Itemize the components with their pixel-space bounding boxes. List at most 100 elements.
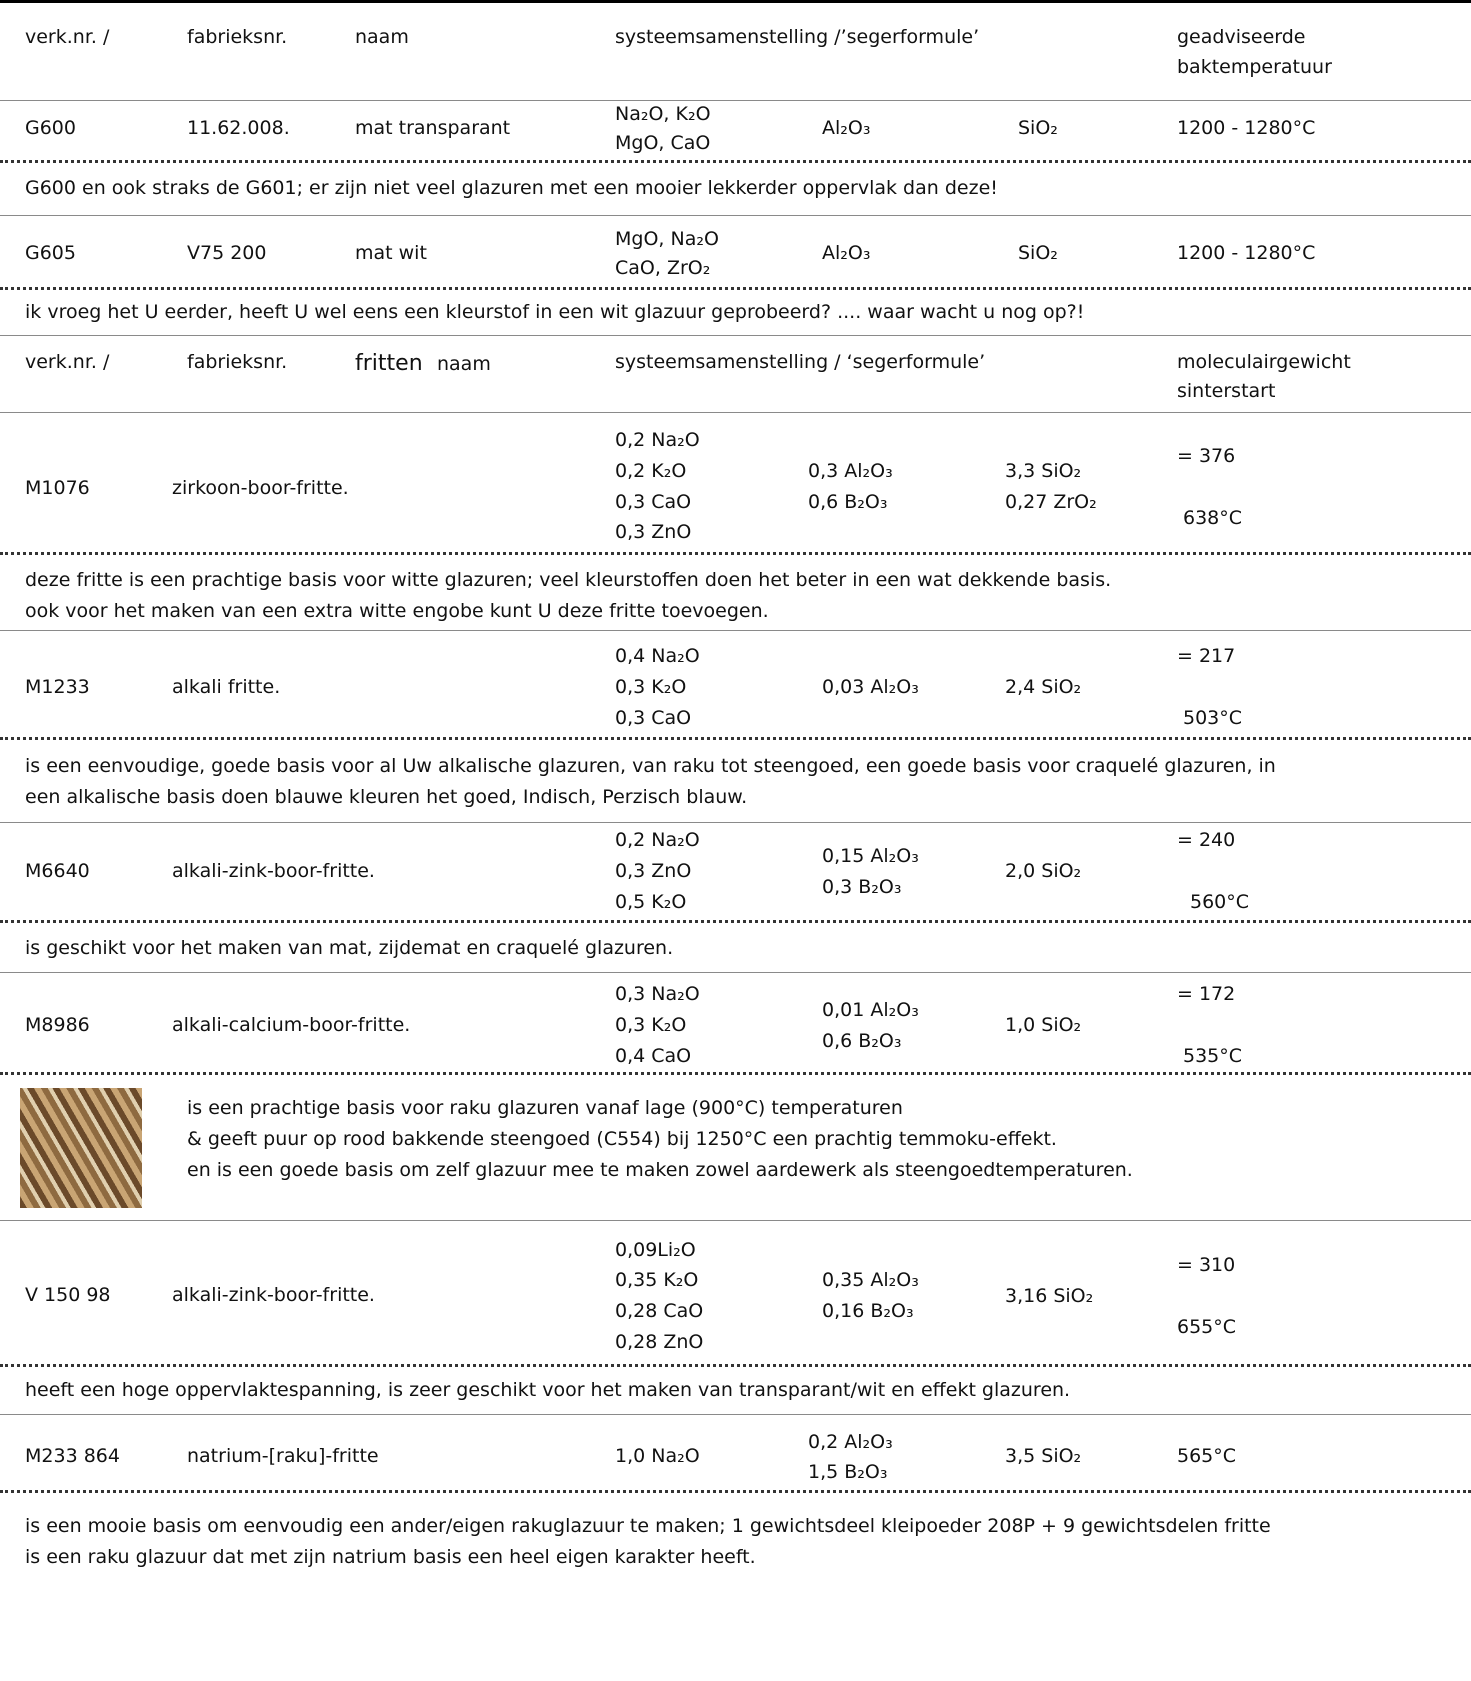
dotted-rule xyxy=(0,1490,1471,1493)
temperature: 1200 - 1280°C xyxy=(1177,242,1316,264)
formula: 3,5 SiO₂ xyxy=(1005,1445,1082,1467)
dotted-rule xyxy=(0,920,1471,923)
row-rule xyxy=(0,822,1471,823)
header-cell: naam xyxy=(437,353,491,375)
name: zirkoon-boor-fritte. xyxy=(172,477,349,499)
comment: is een raku glazuur dat met zijn natrium… xyxy=(25,1546,756,1568)
formula: 0,3 CaO xyxy=(615,491,692,513)
header-cell: sinterstart xyxy=(1177,380,1276,402)
comment: is geschikt voor het maken van mat, zijd… xyxy=(25,937,674,959)
row-rule xyxy=(0,1414,1471,1415)
formula: MgO, Na₂O xyxy=(615,228,719,250)
formula: 0,3 ZnO xyxy=(615,521,692,543)
molecular-weight: = 376 xyxy=(1177,445,1236,467)
row-rule xyxy=(0,215,1471,216)
header-cell: fritten xyxy=(355,351,423,376)
comment: is een eenvoudige, goede basis voor al U… xyxy=(25,755,1276,777)
molecular-weight: = 240 xyxy=(1177,829,1236,851)
name: natrium-[raku]-fritte xyxy=(187,1445,379,1467)
comment: is een mooie basis om eenvoudig een ande… xyxy=(25,1515,1271,1537)
formula: 0,09Li₂O xyxy=(615,1239,696,1261)
header-cell: fabrieksnr. xyxy=(187,26,288,48)
sinter-start: 655°C xyxy=(1177,1316,1237,1338)
code: G605 xyxy=(25,242,76,264)
header-cell: verk.nr. / xyxy=(25,26,110,48)
header-cell: systeemsamenstelling / ‘segerformule’ xyxy=(615,351,986,373)
formula: 0,27 ZrO₂ xyxy=(1005,491,1097,513)
formula: Al₂O₃ xyxy=(822,242,871,264)
name: alkali-zink-boor-fritte. xyxy=(172,1284,375,1306)
formula: 0,15 Al₂O₃ xyxy=(822,845,919,867)
formula: Na₂O, K₂O xyxy=(615,103,711,125)
formula: 0,2 K₂O xyxy=(615,460,687,482)
comment: & geeft puur op rood bakkende steengoed … xyxy=(187,1128,1057,1150)
name: alkali fritte. xyxy=(172,676,281,698)
formula: MgO, CaO xyxy=(615,132,711,154)
name: mat transparant xyxy=(355,117,511,139)
formula: 0,16 B₂O₃ xyxy=(822,1300,914,1322)
formula: 0,28 ZnO xyxy=(615,1331,704,1353)
dotted-rule xyxy=(0,1364,1471,1367)
header-cell: geadviseerde xyxy=(1177,26,1306,48)
formula: 1,0 Na₂O xyxy=(615,1445,700,1467)
formula: 0,2 Na₂O xyxy=(615,829,700,851)
row-rule xyxy=(0,100,1471,101)
formula: SiO₂ xyxy=(1018,117,1058,139)
formula: 0,35 Al₂O₃ xyxy=(822,1269,919,1291)
factory-no: 11.62.008. xyxy=(187,117,290,139)
header-cell: fabrieksnr. xyxy=(187,351,288,373)
row-rule xyxy=(0,630,1471,631)
dotted-rule xyxy=(0,552,1471,555)
code: M1233 xyxy=(25,676,90,698)
molecular-weight: = 172 xyxy=(1177,983,1236,1005)
name: alkali-zink-boor-fritte. xyxy=(172,860,375,882)
formula: 3,3 SiO₂ xyxy=(1005,460,1082,482)
formula: 0,6 B₂O₃ xyxy=(822,1030,902,1052)
comment: is een prachtige basis voor raku glazure… xyxy=(187,1097,903,1119)
top-rule xyxy=(0,0,1471,3)
formula: 0,3 Na₂O xyxy=(615,983,700,1005)
formula: 0,2 Na₂O xyxy=(615,429,700,451)
formula: 0,3 CaO xyxy=(615,707,692,729)
code: M8986 xyxy=(25,1014,90,1036)
formula: 1,5 B₂O₃ xyxy=(808,1461,888,1483)
formula: 0,5 K₂O xyxy=(615,891,687,913)
name: mat wit xyxy=(355,242,427,264)
comment: heeft een hoge oppervlaktespanning, is z… xyxy=(25,1379,1071,1401)
dotted-rule xyxy=(0,287,1471,290)
header-cell: verk.nr. / xyxy=(25,351,110,373)
name: alkali-calcium-boor-fritte. xyxy=(172,1014,411,1036)
molecular-weight: = 310 xyxy=(1177,1254,1236,1276)
formula: CaO, ZrO₂ xyxy=(615,257,711,279)
dotted-rule xyxy=(0,1072,1471,1075)
sinter-start: 503°C xyxy=(1183,707,1243,729)
formula: 0,3 B₂O₃ xyxy=(822,876,902,898)
code: V 150 98 xyxy=(25,1284,111,1306)
header-cell: baktemperatuur xyxy=(1177,56,1332,78)
formula: 0,6 B₂O₃ xyxy=(808,491,888,513)
formula: SiO₂ xyxy=(1018,242,1058,264)
row-rule xyxy=(0,412,1471,413)
code: G600 xyxy=(25,117,76,139)
header-cell: systeemsamenstelling /’segerformule’ xyxy=(615,26,980,48)
formula: 0,3 Al₂O₃ xyxy=(808,460,893,482)
sinter-start: 638°C xyxy=(1183,507,1243,529)
code: M233 864 xyxy=(25,1445,120,1467)
code: M1076 xyxy=(25,477,90,499)
row-rule xyxy=(0,335,1471,336)
sinter-start: 535°C xyxy=(1183,1045,1243,1067)
formula: Al₂O₃ xyxy=(822,117,871,139)
formula: 2,4 SiO₂ xyxy=(1005,676,1082,698)
dotted-rule xyxy=(0,737,1471,740)
code: M6640 xyxy=(25,860,90,882)
factory-no: V75 200 xyxy=(187,242,267,264)
temperature: 1200 - 1280°C xyxy=(1177,117,1316,139)
formula: 0,3 ZnO xyxy=(615,860,692,882)
formula: 0,4 Na₂O xyxy=(615,645,700,667)
formula: 0,03 Al₂O₃ xyxy=(822,676,919,698)
formula: 0,01 Al₂O₃ xyxy=(822,999,919,1021)
comment: en is een goede basis om zelf glazuur me… xyxy=(187,1159,1133,1181)
formula: 0,35 K₂O xyxy=(615,1269,699,1291)
comment: een alkalische basis doen blauwe kleuren… xyxy=(25,786,748,808)
